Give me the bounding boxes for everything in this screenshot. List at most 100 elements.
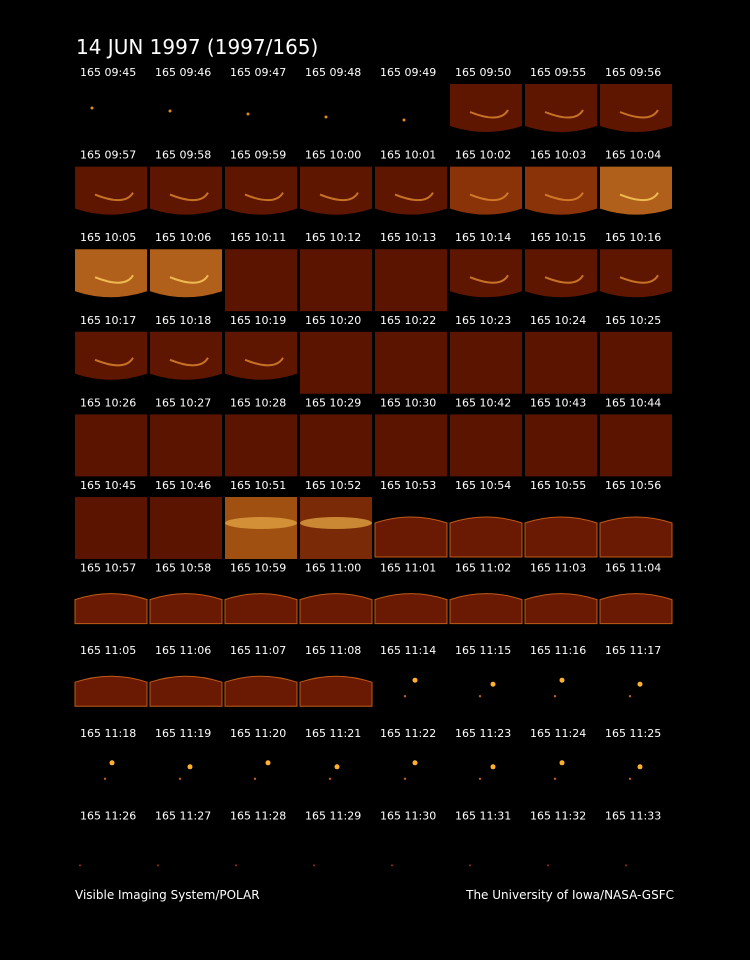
image-frame	[150, 414, 222, 477]
earth-dot	[628, 695, 632, 698]
frame-label: 165 10:15	[530, 231, 586, 244]
frame-label: 165 11:19	[155, 727, 211, 740]
earth-limb	[374, 593, 448, 625]
image-frame	[300, 166, 372, 215]
earth-dot	[324, 115, 328, 119]
aurora-arc	[544, 109, 584, 119]
earth-dot	[637, 764, 643, 770]
earth-dot	[265, 760, 271, 766]
image-frame	[375, 331, 447, 394]
earth-dot	[90, 106, 94, 110]
image-frame	[450, 249, 522, 298]
image-frame	[150, 166, 222, 215]
frame-label: 165 11:04	[605, 562, 661, 575]
frame-label: 165 10:13	[380, 231, 436, 244]
earth-dot	[253, 777, 257, 780]
frame-label: 165 10:18	[155, 314, 211, 327]
frame-label: 165 10:05	[80, 231, 136, 244]
frame-label: 165 11:32	[530, 809, 586, 822]
frame-label: 165 11:08	[305, 644, 361, 657]
earth-limb	[74, 593, 148, 625]
earth-limb	[524, 593, 598, 625]
earth-dot	[628, 777, 632, 780]
image-frame	[75, 249, 147, 298]
frame-label: 165 09:49	[380, 66, 436, 79]
frame-label: 165 10:24	[530, 314, 586, 327]
frame-label: 165 10:52	[305, 479, 361, 492]
image-frame	[225, 414, 297, 477]
image-frame	[600, 166, 672, 215]
image-frame	[300, 249, 372, 312]
earth-dot	[402, 118, 406, 122]
aurora-arc	[244, 192, 284, 202]
frame-label: 165 10:26	[80, 396, 136, 409]
frame-label: 165 10:17	[80, 314, 136, 327]
frame-label: 165 10:14	[455, 231, 511, 244]
frame-label: 165 09:55	[530, 66, 586, 79]
frame-label: 165 10:03	[530, 149, 586, 162]
earth-limb	[149, 675, 223, 707]
aurora-band	[225, 517, 297, 529]
aurora-arc	[469, 274, 509, 284]
frame-label: 165 11:00	[305, 562, 361, 575]
earth-dot	[625, 864, 627, 867]
earth-dot	[490, 764, 496, 770]
aurora-arc	[319, 192, 359, 202]
frame-label: 165 11:24	[530, 727, 586, 740]
frame-label: 165 11:14	[380, 644, 436, 657]
frame-label: 165 10:53	[380, 479, 436, 492]
frame-label: 165 10:11	[230, 231, 286, 244]
image-frame	[75, 331, 147, 380]
aurora-arc	[169, 357, 209, 367]
earth-dot	[553, 777, 557, 780]
earth-limb	[224, 675, 298, 707]
footer-right: The University of Iowa/NASA-GSFC	[465, 888, 674, 902]
frame-label: 165 10:44	[605, 396, 661, 409]
aurora-arc	[169, 192, 209, 202]
earth-dot	[334, 764, 340, 770]
earth-dot	[313, 864, 315, 867]
frame-label: 165 09:50	[455, 66, 511, 79]
frame-label: 165 11:27	[155, 809, 211, 822]
image-frame	[150, 497, 222, 559]
image-frame	[525, 84, 597, 132]
earth-dot	[391, 864, 393, 867]
image-frame	[75, 166, 147, 215]
frame-label: 165 11:01	[380, 562, 436, 575]
earth-limb	[149, 593, 223, 625]
image-frame	[300, 331, 372, 394]
frame-label: 165 10:06	[155, 231, 211, 244]
image-frame	[600, 331, 672, 394]
frame-label: 165 10:16	[605, 231, 661, 244]
frame-label: 165 11:03	[530, 562, 586, 575]
earth-dot	[187, 764, 193, 770]
frame-label: 165 09:57	[80, 149, 136, 162]
image-frame	[450, 166, 522, 215]
earth-dot	[168, 109, 172, 113]
frame-label: 165 11:23	[455, 727, 511, 740]
frame-label: 165 10:42	[455, 396, 511, 409]
earth-dot	[478, 777, 482, 780]
frame-label: 165 10:28	[230, 396, 286, 409]
image-frame	[150, 249, 222, 298]
earth-dot	[469, 864, 471, 867]
frame-label: 165 10:04	[605, 149, 661, 162]
earth-limb	[599, 593, 673, 625]
image-frame	[600, 414, 672, 477]
image-frame	[450, 414, 522, 477]
frame-label: 165 10:02	[455, 149, 511, 162]
frame-label: 165 11:22	[380, 727, 436, 740]
frame-label: 165 11:25	[605, 727, 661, 740]
frame-label: 165 11:07	[230, 644, 286, 657]
earth-dot	[403, 777, 407, 780]
frame-label: 165 11:05	[80, 644, 136, 657]
image-frame	[75, 497, 147, 559]
frame-label: 165 10:25	[605, 314, 661, 327]
aurora-arc	[469, 192, 509, 202]
aurora-arc	[544, 192, 584, 202]
title: 14 JUN 1997 (1997/165)	[76, 35, 318, 59]
frame-label: 165 11:17	[605, 644, 661, 657]
aurora-arc	[469, 109, 509, 119]
frame-label: 165 11:29	[305, 809, 361, 822]
